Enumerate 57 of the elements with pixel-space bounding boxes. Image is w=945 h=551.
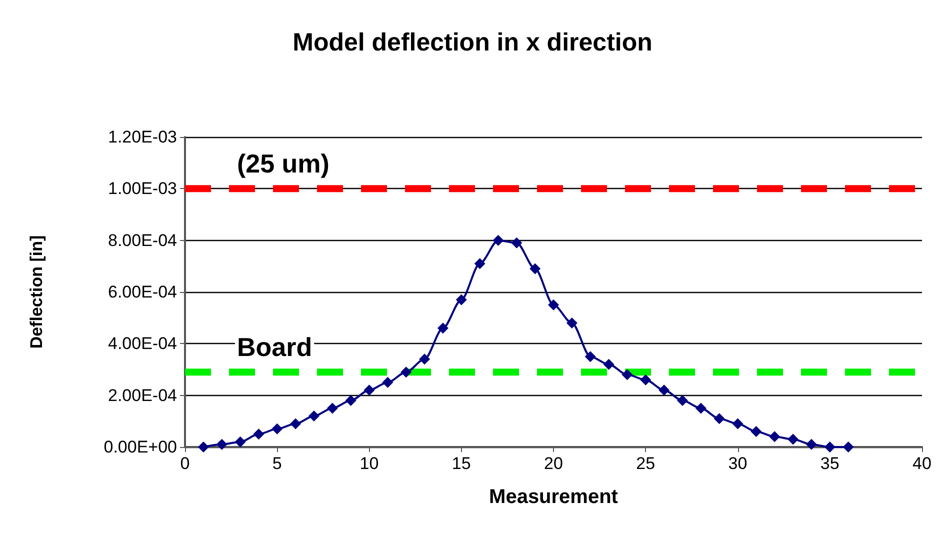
point: [492, 234, 504, 246]
point: [824, 442, 836, 452]
y-tick-label: 8.00E-04: [108, 230, 177, 250]
point: [234, 436, 246, 448]
point: [622, 369, 633, 380]
point: [732, 418, 744, 430]
point: [584, 351, 596, 362]
point: [769, 431, 780, 442]
y-tick-label: 4.00E-04: [108, 334, 177, 354]
y-tick-label: 6.00E-04: [108, 282, 177, 302]
x-tick-label: 20: [544, 454, 563, 473]
x-tick-label: 15: [452, 454, 471, 473]
ref-line-label: Board: [237, 332, 312, 362]
x-tick-label: 0: [180, 454, 190, 473]
point: [198, 442, 209, 452]
point: [364, 384, 375, 396]
point: [603, 358, 614, 370]
y-tick-label: 0.00E+00: [104, 438, 177, 456]
point: [714, 413, 725, 424]
point: [345, 395, 356, 406]
point: [216, 438, 228, 450]
chart-title: Model deflection in x direction: [292, 28, 652, 56]
point: [326, 402, 338, 414]
x-tick-label: 5: [272, 454, 282, 473]
point: [474, 258, 486, 270]
point: [640, 374, 652, 386]
point: [400, 366, 412, 378]
point: [695, 402, 706, 414]
point: [419, 354, 430, 365]
x-axis-title: Measurement: [489, 486, 618, 508]
point: [530, 263, 541, 274]
point: [437, 322, 448, 334]
point: [566, 318, 578, 328]
point: [788, 434, 799, 445]
y-tick-label: 1.00E-03: [108, 179, 177, 198]
ref-line-label: (25 um): [237, 148, 330, 179]
point: [272, 423, 283, 434]
x-tick-label: 25: [636, 454, 656, 473]
point: [658, 384, 670, 396]
x-tick-label: 35: [820, 454, 840, 473]
point: [456, 294, 467, 306]
point: [842, 442, 854, 452]
y-axis-title: Deflection [in]: [27, 235, 46, 349]
point: [511, 237, 522, 248]
point: [308, 410, 320, 422]
point: [548, 299, 559, 310]
point: [253, 428, 264, 440]
point: [290, 418, 302, 430]
point: [382, 376, 394, 388]
point: [806, 438, 817, 450]
x-tick-label: 30: [728, 454, 748, 473]
y-tick-label: 2.00E-04: [108, 386, 177, 405]
point: [676, 395, 688, 406]
x-tick-label: 40: [912, 454, 932, 473]
point: [750, 426, 762, 437]
y-tick-label: 1.20E-03: [108, 128, 177, 146]
x-tick-label: 10: [360, 454, 379, 473]
